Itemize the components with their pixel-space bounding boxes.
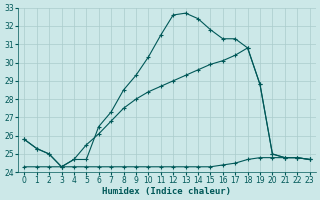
X-axis label: Humidex (Indice chaleur): Humidex (Indice chaleur) (102, 187, 231, 196)
